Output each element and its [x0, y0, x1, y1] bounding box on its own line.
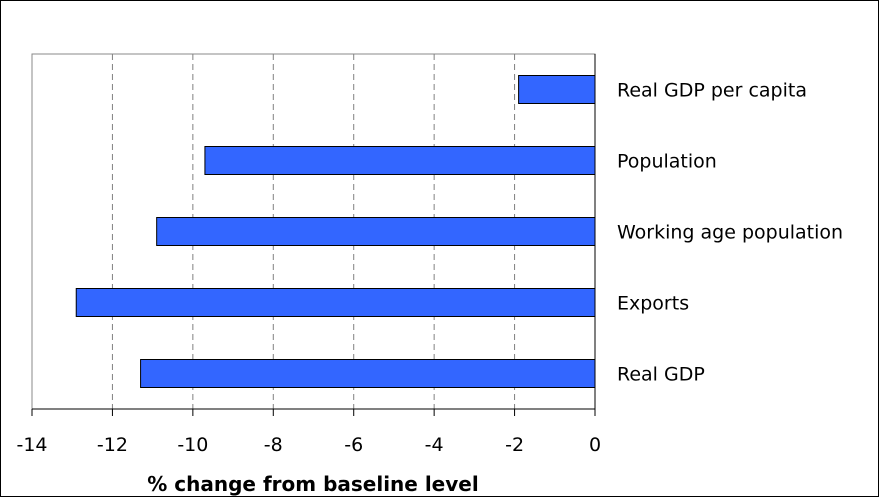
category-label: Population: [617, 151, 717, 173]
gridlines: [111, 54, 516, 409]
category-label: Working age population: [617, 222, 843, 244]
x-tick-label: -8: [264, 434, 283, 456]
category-label: Real GDP: [617, 364, 705, 386]
category-label: Real GDP per capita: [617, 80, 807, 102]
x-axis-title: % change from baseline level: [147, 472, 478, 496]
x-tick-label: -6: [344, 434, 363, 456]
x-tick-label: -12: [97, 434, 128, 456]
x-axis: -14 -12 -10 -8 -6 -4 -2 0: [16, 54, 601, 456]
x-tick-label: -10: [177, 434, 208, 456]
x-tick-label: -4: [425, 434, 444, 456]
x-tick-label: 0: [589, 434, 601, 456]
bar: [75, 288, 596, 317]
bar: [518, 75, 596, 104]
category-labels: Real GDP per capita Population Working age…: [617, 80, 843, 386]
x-tick-label: -14: [16, 434, 47, 456]
bar: [156, 217, 596, 246]
category-label: Exports: [617, 293, 689, 315]
bar: [204, 146, 596, 175]
x-tick-label: -2: [505, 434, 524, 456]
bar: [140, 359, 596, 388]
